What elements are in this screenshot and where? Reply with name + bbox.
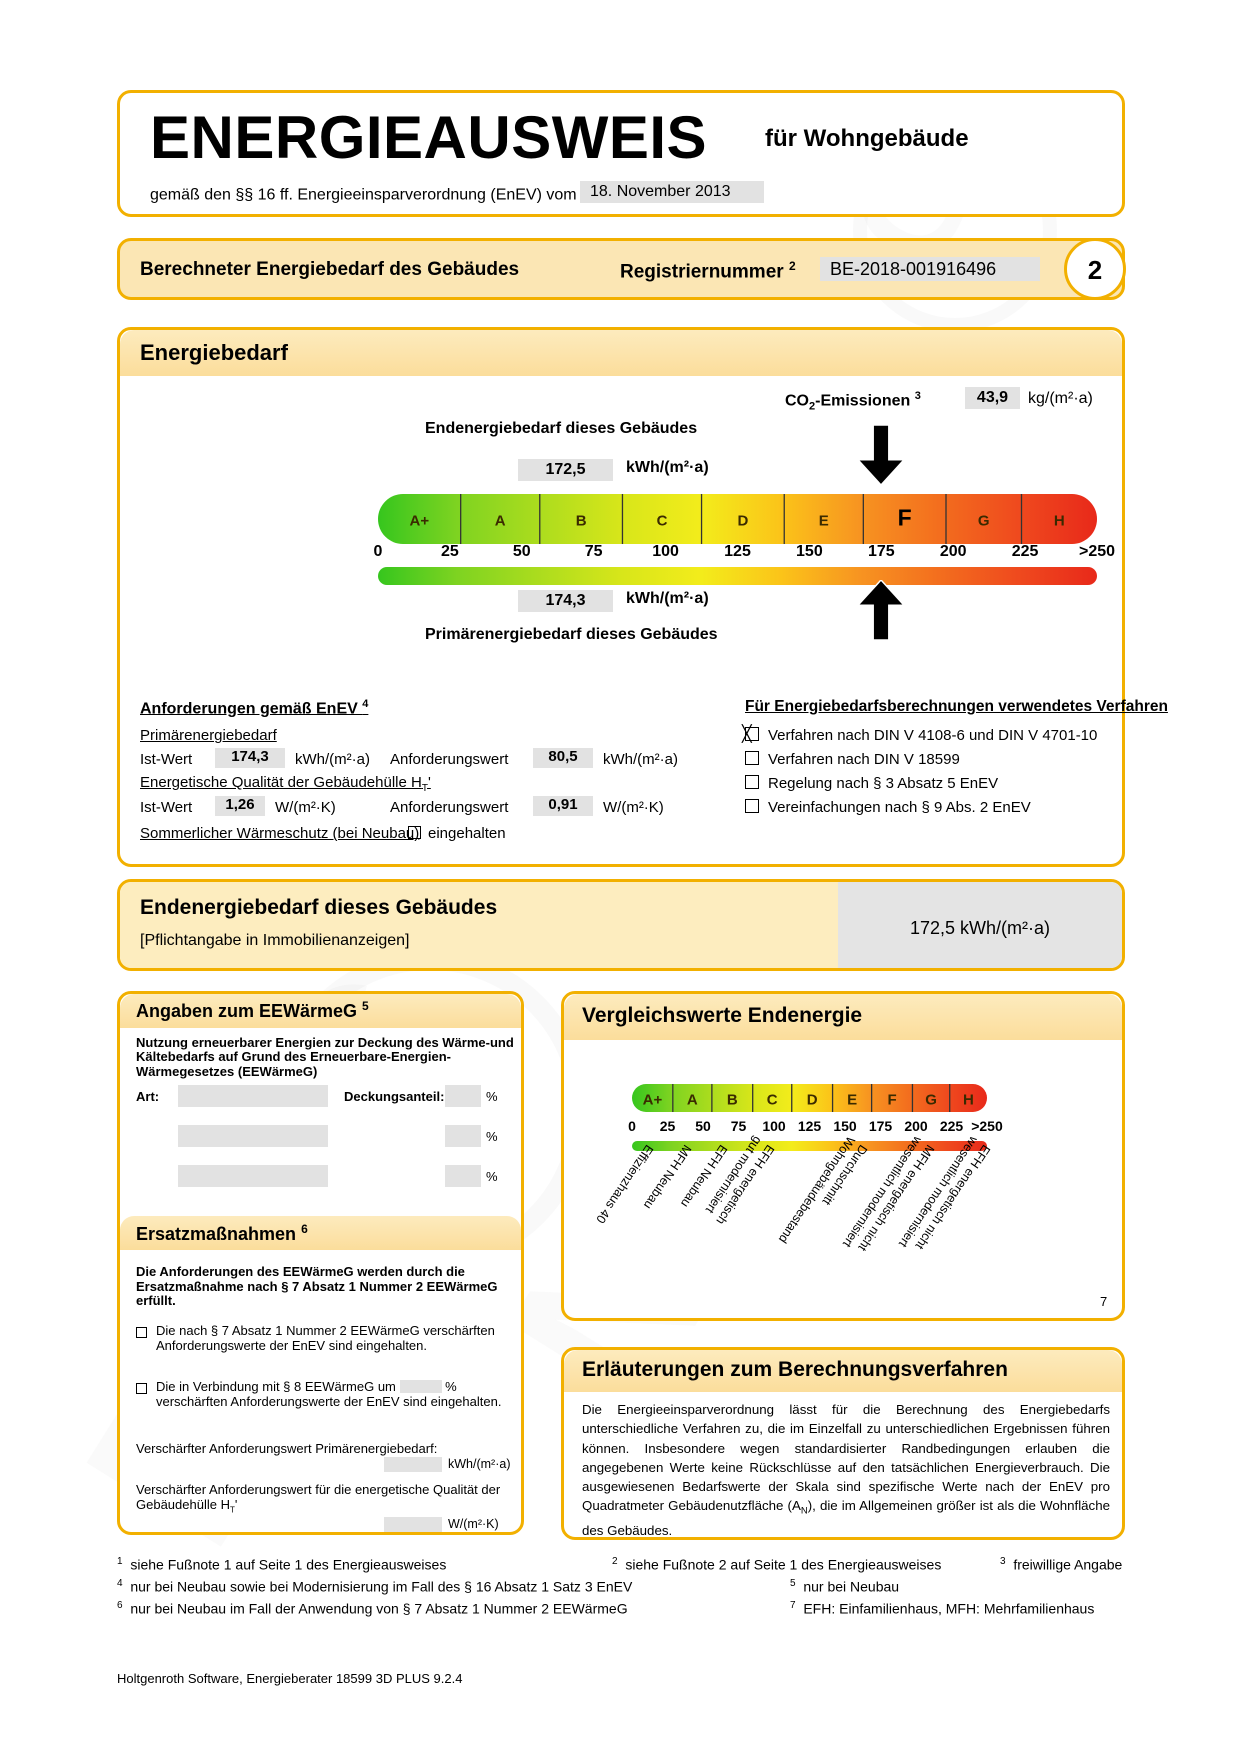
- svg-text:H: H: [1054, 513, 1065, 530]
- svg-text:E: E: [847, 1092, 857, 1109]
- svg-text:D: D: [807, 1092, 818, 1109]
- svg-text:F: F: [898, 505, 912, 531]
- svg-text:B: B: [576, 513, 587, 530]
- svg-text:D: D: [737, 513, 748, 530]
- svg-text:A+: A+: [643, 1092, 663, 1109]
- svg-text:C: C: [657, 513, 668, 530]
- svg-text:H: H: [963, 1092, 974, 1109]
- svg-text:G: G: [925, 1092, 937, 1109]
- svg-text:G: G: [978, 513, 990, 530]
- svg-text:B: B: [727, 1092, 738, 1109]
- svg-text:A: A: [687, 1092, 698, 1109]
- svg-text:A+: A+: [410, 513, 430, 530]
- svg-text:F: F: [887, 1092, 896, 1109]
- svg-text:A: A: [495, 513, 506, 530]
- svg-text:E: E: [819, 513, 829, 530]
- svg-text:C: C: [767, 1092, 778, 1109]
